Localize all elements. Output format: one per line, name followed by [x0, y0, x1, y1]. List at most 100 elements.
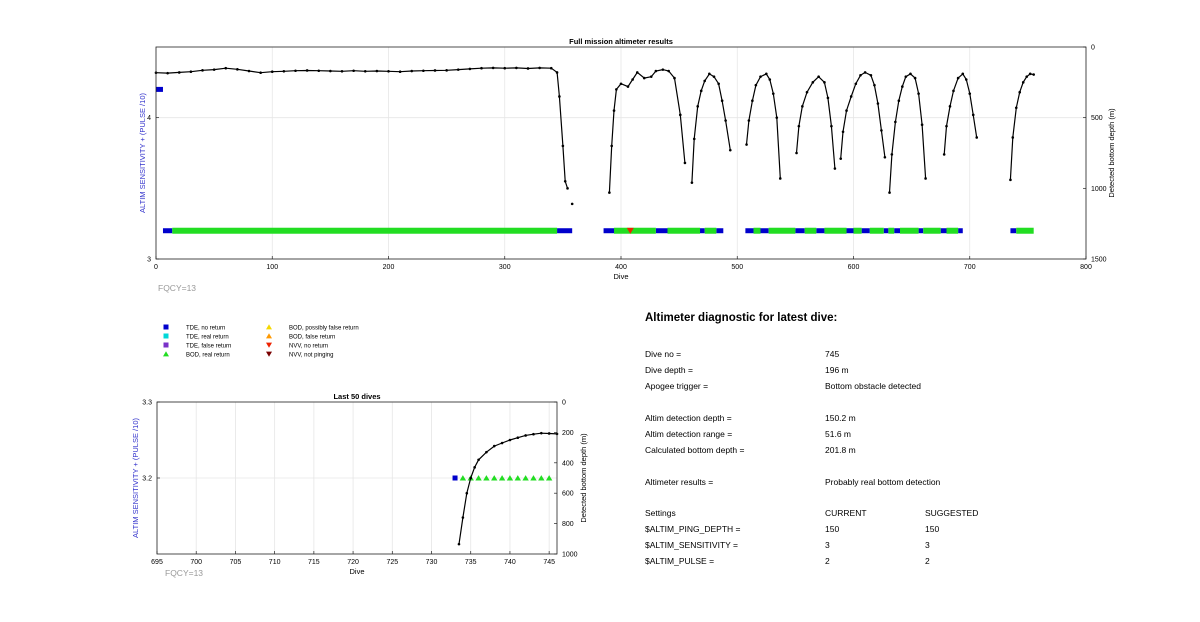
main-bottom-depth-point [661, 68, 665, 71]
main-bottom-depth-point [612, 109, 616, 112]
main-bottom-depth-point [863, 71, 867, 74]
main-bottom-depth-point [1009, 178, 1012, 182]
main-bottom-depth-point [699, 89, 703, 93]
main-bottom-depth-point [480, 66, 483, 70]
main-bod-real-return-marks [1016, 227, 1034, 234]
main-bottom-depth-point [942, 153, 946, 156]
main-bottom-depth-point [724, 119, 727, 122]
small-bottom-depth-point [516, 436, 520, 440]
main-bottom-depth-point [410, 69, 414, 73]
legend-label: BOD, false return [289, 334, 335, 340]
setting-current: 3 [825, 540, 830, 550]
small-x-tick-label: 730 [426, 559, 438, 566]
settings-header-suggested: SUGGESTED [925, 508, 979, 518]
main-bottom-depth-point [754, 83, 758, 87]
main-tde-no-return-marks [861, 228, 870, 234]
main-bottom-depth-point [904, 75, 908, 78]
small-bod-real-return-mark [514, 475, 521, 481]
main-tde-no-return-marks [745, 228, 754, 234]
main-fqcy-annotation: FQCY=13 [158, 283, 196, 293]
main-bottom-depth-point [703, 79, 706, 83]
diag-label: Apogee trigger = [645, 381, 709, 391]
main-bottom-depth-point [1021, 81, 1025, 84]
small-x-tick-label: 715 [308, 559, 320, 566]
diag-value: 196 m [825, 365, 849, 375]
chart-legend: TDE, no return TDE, real return TDE, false… [163, 324, 359, 358]
main-bottom-depth-point [1025, 75, 1029, 78]
main-bottom-depth-point [201, 69, 204, 72]
main-bod-real-return-marks [923, 227, 941, 234]
main-tde-no-return-marks [603, 228, 616, 234]
main-bod-real-return-marks [946, 227, 959, 234]
main-bottom-depth-point [236, 68, 239, 71]
main-y2-axis-label: Detected bottom depth (m) [1107, 108, 1116, 198]
main-bottom-depth-point [340, 70, 344, 73]
main-bottom-depth-point [801, 105, 804, 108]
main-bottom-depth-point [491, 66, 495, 70]
diag-value: 201.8 m [825, 445, 856, 455]
main-tde-no-return-marks [557, 228, 573, 234]
main-tde-no-return-marks [846, 228, 854, 234]
main-bottom-depth-point [631, 78, 634, 81]
main-bottom-depth-point [678, 113, 682, 117]
main-bottom-depth-point [1011, 136, 1015, 139]
diag-value: Bottom obstacle detected [825, 381, 921, 391]
main-bod-real-return-marks [804, 227, 817, 234]
main-bottom-depth-point [924, 177, 927, 180]
main-bottom-depth-point [968, 92, 972, 95]
main-bottom-depth-point [880, 129, 883, 132]
legend-marker-square [163, 324, 169, 330]
main-bottom-depth-point [259, 71, 262, 75]
main-bottom-depth-line [608, 68, 686, 193]
main-tde-no-return-marks [162, 228, 173, 234]
small-x-tick-label: 695 [151, 559, 163, 566]
main-tde-no-return-marks [918, 228, 924, 234]
main-bottom-depth-point [352, 69, 355, 73]
diag-value: 745 [825, 349, 840, 359]
main-bottom-depth-point [897, 99, 901, 103]
main-ticks: 0 100 200 300 400 500 600 700 800 3 4 0 500 1000 1500 [147, 45, 1107, 272]
main-bod-real-return-marks [824, 227, 847, 234]
main-tde-no-return-marks [795, 228, 805, 234]
diag-value: Probably real bottom detection [825, 477, 941, 487]
small-y-tick-label: 3.3 [142, 400, 152, 407]
main-bottom-depth-point [795, 151, 798, 155]
main-tde-no-return-marks [655, 228, 668, 234]
main-bottom-depth-line [888, 73, 927, 193]
legend-marker-triangle [266, 324, 272, 330]
small-y2-tick-label: 800 [562, 521, 574, 528]
main-tde-no-return-marks [894, 228, 900, 234]
main-bottom-depth-point [566, 187, 569, 190]
main-bottom-depth-point [869, 73, 873, 77]
altimeter-diagnostic-panel: Altimeter diagnostic for latest dive: Di… [645, 312, 1085, 566]
main-bottom-depth-point [387, 70, 390, 73]
small-bottom-depth-point [500, 441, 504, 445]
main-bottom-depth-point [558, 95, 561, 98]
main-bod-real-return-marks [614, 227, 656, 234]
small-grid [156, 401, 557, 554]
small-bottom-depth-point [485, 450, 488, 454]
main-bottom-depth-point [649, 75, 653, 78]
setting-name: $ALTIM_PULSE = [645, 556, 715, 566]
main-grid [155, 47, 1087, 260]
small-bottom-depth-point [457, 542, 461, 546]
settings-header-current: CURRENT [825, 508, 867, 518]
main-bottom-depth-point [294, 69, 297, 73]
main-y-tick-label: 3 [147, 257, 151, 264]
main-bottom-depth-point [570, 202, 574, 206]
main-x-tick-label: 600 [848, 264, 860, 271]
main-bottom-depth-point [845, 109, 848, 112]
legend-marker-square [163, 333, 169, 339]
main-bottom-depth-point [1018, 90, 1022, 94]
small-y2-tick-label: 200 [562, 430, 574, 437]
main-bottom-depth-point [765, 72, 768, 76]
main-bottom-depth-point [830, 124, 833, 128]
main-bottom-depth-point [692, 137, 696, 141]
main-bottom-depth-point [563, 179, 567, 183]
main-bottom-depth-point [1028, 72, 1032, 76]
main-bottom-depth-point [329, 69, 332, 73]
main-bottom-depth-point [956, 76, 960, 80]
main-y-tick-label: 4 [147, 115, 151, 122]
small-y2-axis-label: Detected bottom depth (m) [579, 433, 588, 523]
diagnostic-title: Altimeter diagnostic for latest dive: [645, 312, 838, 324]
